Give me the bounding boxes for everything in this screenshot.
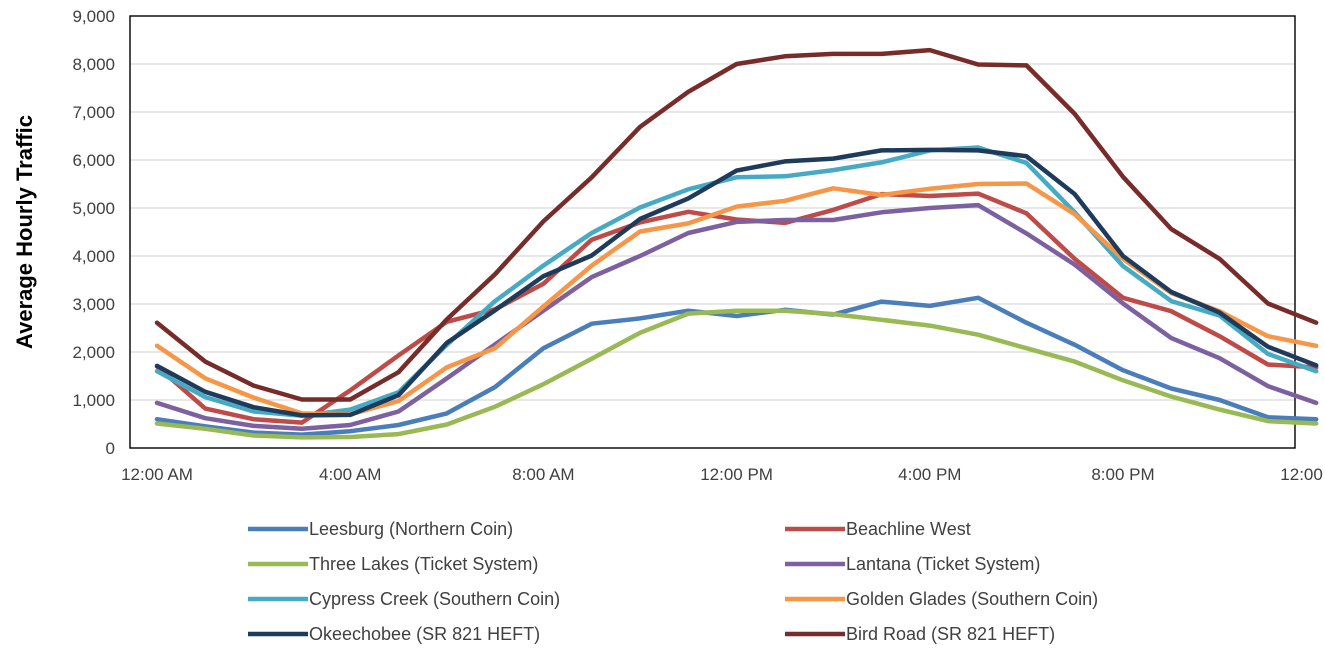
y-tick-label: 9,000 [72,7,115,26]
legend-entry-label: Okeechobee (SR 821 HEFT) [309,624,540,644]
x-tick-label: 12:00 AM [1280,465,1325,484]
legend-entry-label: Beachline West [846,519,971,539]
y-tick-label: 8,000 [72,55,115,74]
y-tick-label: 4,000 [72,247,115,266]
x-tick-label: 8:00 PM [1091,465,1154,484]
series-line [154,47,1319,402]
gridlines [130,63,1295,401]
legend-entry-label: Golden Glades (Southern Coin) [846,589,1098,609]
x-axis-ticks: 12:00 AM 4:00 AM 8:00 AM 12:00 PM 4:00 PM 8:0… [121,465,1325,484]
y-tick-label: 0 [106,439,115,458]
plot-area-border [129,15,1296,449]
series-line [154,295,1319,437]
series-line [154,308,1319,440]
legend: Leesburg (Northern Coin) Beachline West Th… [248,519,1098,644]
x-tick-label: 12:00 PM [700,465,773,484]
series-line [154,145,1319,419]
series-line [154,147,1319,418]
y-tick-label: 6,000 [72,151,115,170]
legend-entry-label: Bird Road (SR 821 HEFT) [846,624,1055,644]
legend-entry-label: Cypress Creek (Southern Coin) [309,589,560,609]
legend-entry-label: Leesburg (Northern Coin) [309,519,513,539]
x-tick-label: 4:00 AM [319,465,381,484]
x-tick-label: 8:00 AM [512,465,574,484]
x-tick-label: 12:00 AM [121,465,193,484]
y-tick-label: 5,000 [72,199,115,218]
y-tick-label: 3,000 [72,295,115,314]
series-line [154,202,1319,432]
series-lines [154,47,1319,440]
legend-entry-label: Lantana (Ticket System) [846,554,1040,574]
legend-entry-label: Three Lakes (Ticket System) [309,554,538,574]
y-axis-label: Average Hourly Traffic [12,115,37,349]
x-tick-label: 4:00 PM [898,465,961,484]
y-tick-label: 2,000 [72,343,115,362]
y-tick-label: 1,000 [72,391,115,410]
y-axis-ticks: 0 1,000 2,000 3,000 4,000 5,000 6,000 7,000 8,00… [72,7,115,458]
y-tick-label: 7,000 [72,103,115,122]
series-line [154,191,1319,425]
